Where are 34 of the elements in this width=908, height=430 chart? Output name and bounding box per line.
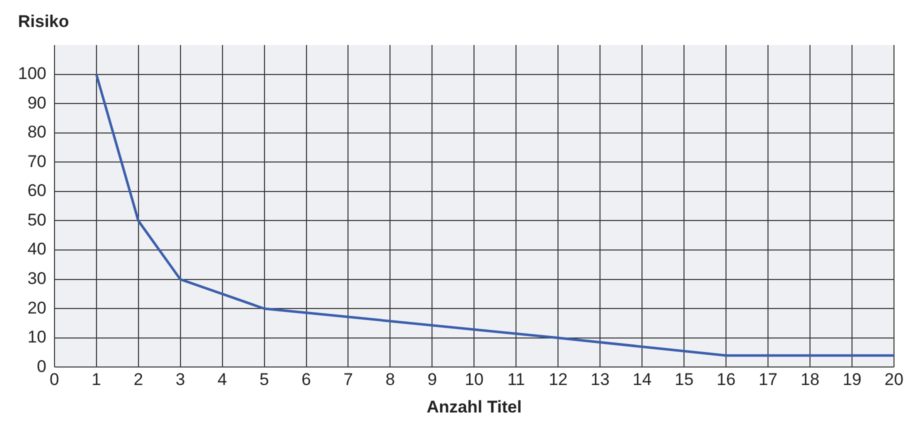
y-tick-label: 50: [27, 210, 46, 230]
x-tick-label: 5: [260, 370, 270, 390]
x-tick-label: 16: [716, 370, 736, 390]
x-tick-label: 9: [427, 370, 437, 390]
x-tick-label: 10: [464, 370, 484, 390]
x-tick-label: 7: [344, 370, 353, 390]
x-tick-label: 12: [548, 370, 568, 390]
y-tick-label: 60: [27, 181, 46, 200]
y-tick-label: 40: [27, 240, 46, 259]
x-tick-label: 0: [50, 370, 60, 390]
y-tick-label: 10: [27, 328, 46, 347]
x-tick-label: 2: [134, 370, 144, 390]
x-tick-label: 3: [176, 370, 186, 390]
x-tick-label: 11: [507, 370, 525, 390]
y-tick-label: 30: [27, 269, 46, 288]
x-tick-label: 15: [674, 370, 694, 390]
y-tick-label: 20: [27, 298, 46, 318]
y-tick-label: 100: [18, 64, 46, 83]
x-axis-title: Anzahl Titel: [426, 397, 522, 416]
x-tick-label: 13: [590, 370, 610, 390]
x-tick-label: 17: [758, 370, 778, 390]
x-tick-label: 14: [632, 370, 652, 390]
y-tick-label: 70: [27, 152, 46, 171]
y-tick-label: 0: [36, 356, 46, 376]
x-tick-label: 20: [884, 370, 904, 390]
y-axis-title: Risiko: [18, 12, 70, 32]
x-tick-label: 8: [385, 370, 395, 390]
x-tick-label: 1: [92, 370, 102, 390]
y-tick-label: 80: [27, 122, 46, 142]
x-tick-label: 6: [302, 370, 311, 390]
x-tick-label: 19: [842, 370, 862, 390]
x-tick-label: 18: [800, 370, 820, 390]
y-tick-label: 90: [27, 93, 46, 112]
x-tick-label: 4: [218, 370, 228, 390]
